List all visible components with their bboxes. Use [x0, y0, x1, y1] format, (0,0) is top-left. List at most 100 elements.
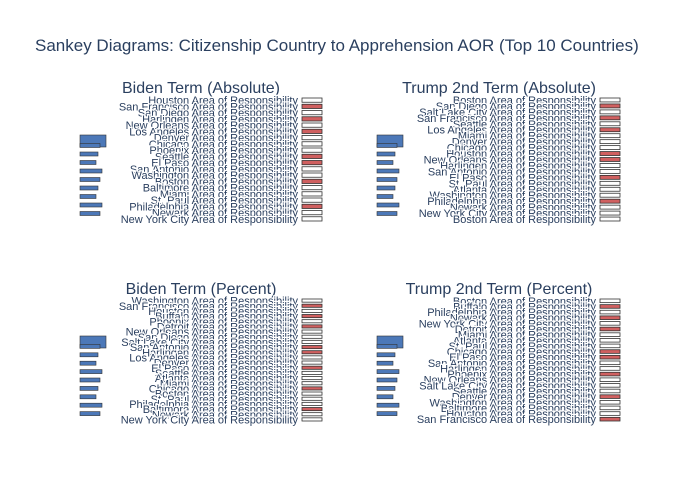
aor-node	[599, 366, 621, 371]
aor-label: Seattle Area of Responsibility	[155, 151, 299, 163]
aor-node	[599, 115, 621, 121]
aor-node	[301, 308, 323, 313]
aor-label: Atlanta Area of Responsibility	[453, 335, 597, 347]
aor-node	[301, 141, 323, 147]
aor-label: San Antonio Area of Responsibility	[428, 358, 597, 370]
flow-band	[495, 308, 497, 410]
source-node	[376, 160, 394, 165]
source-node	[79, 411, 101, 416]
aor-label: New York City Area of Responsibility	[121, 214, 299, 226]
aor-node	[599, 97, 621, 103]
aor-label: Chicago Area of Responsibility	[149, 139, 299, 151]
aor-label: San Diego Area of Responsibility	[436, 101, 597, 113]
aor-node	[301, 417, 323, 422]
aor-node	[301, 185, 323, 191]
source-node	[79, 185, 99, 191]
source-node	[376, 194, 394, 199]
aor-node	[301, 166, 323, 172]
aor-node	[301, 324, 323, 329]
aor-node	[301, 197, 323, 203]
aor-label: El Paso Area of Responsibility	[151, 363, 298, 375]
aor-label: Houston Area of Responsibility	[446, 409, 596, 421]
aor-node	[301, 345, 323, 350]
aor-node	[301, 172, 323, 178]
aor-label: Chicago Area of Responsibility	[447, 143, 597, 155]
flow-band	[198, 107, 200, 210]
aor-node	[301, 128, 323, 134]
source-node	[376, 344, 398, 349]
aor-label: New Orleans Area of Responsibility	[126, 327, 299, 339]
flow-band	[201, 99, 205, 218]
source-node	[376, 360, 394, 366]
aor-node	[599, 103, 621, 109]
aor-label: Newark Area of Responsibility	[450, 313, 597, 325]
aor-node	[301, 412, 323, 417]
figure-title: Sankey Diagrams: Citizenship Country to …	[35, 36, 639, 55]
aor-node	[599, 309, 621, 315]
aor-node	[599, 216, 621, 222]
aor-label: Philadelphia Area of Responsibility	[427, 307, 596, 319]
aor-label: Buffalo Area of Responsibility	[453, 301, 596, 313]
aor-node	[301, 103, 323, 109]
aor-label: El Paso Area of Responsibility	[449, 172, 596, 184]
aor-label: Miami Area of Responsibility	[160, 189, 299, 201]
aor-label: Boston Area of Responsibility	[453, 214, 597, 226]
aor-label: Los Angeles Area of Responsibility	[129, 126, 298, 138]
aor-label: New York City Area of Responsibility	[419, 208, 597, 220]
aor-node	[301, 110, 323, 116]
aor-node	[301, 339, 323, 344]
source-node	[376, 202, 400, 208]
aor-label: Atlanta Area of Responsibility	[155, 373, 299, 385]
aor-node	[599, 354, 621, 360]
panel-title: Biden Term (Absolute)	[122, 80, 280, 97]
aor-node	[599, 127, 621, 133]
aor-label: Harlingen Area of Responsibility	[142, 347, 298, 359]
aor-node	[599, 405, 621, 411]
aor-node	[301, 381, 323, 386]
source-node	[79, 352, 99, 358]
aor-node	[599, 139, 621, 145]
aor-node	[599, 151, 621, 156]
source-node	[79, 402, 103, 408]
aor-label: Washington Area of Responsibility	[429, 190, 596, 202]
aor-label: New Orleans Area of Responsibility	[424, 375, 597, 387]
source-node	[376, 411, 398, 416]
aor-label: Phoenix Area of Responsibility	[149, 316, 298, 328]
aor-label: Boston Area of Responsibility	[155, 176, 299, 188]
aor-node	[301, 298, 323, 303]
aor-label: Detroit Area of Responsibility	[157, 321, 299, 333]
aor-node	[301, 122, 323, 128]
aor-label: Boston Area of Responsibility	[155, 389, 299, 401]
aor-node	[599, 169, 621, 174]
source-node	[376, 143, 398, 148]
aor-label: Phoenix Area of Responsibility	[149, 145, 298, 157]
aor-node	[301, 355, 323, 360]
aor-node	[599, 332, 621, 337]
aor-node	[301, 334, 323, 339]
aor-node	[599, 298, 621, 304]
aor-label: Seattle Area of Responsibility	[453, 386, 597, 398]
aor-node	[599, 304, 621, 309]
aor-node	[301, 329, 323, 334]
aor-label: Baltimore Area of Responsibility	[441, 403, 597, 415]
source-node	[376, 377, 398, 383]
aor-label: Seattle Area of Responsibility	[453, 119, 597, 131]
aor-label: Washington Area of Responsibility	[429, 397, 596, 409]
aor-label: Buffalo Area of Responsibility	[155, 311, 298, 323]
aor-node	[301, 319, 323, 324]
flow-band	[498, 300, 502, 418]
sankey-panel: Biden Term (Absolute)Houston Area of Res…	[79, 80, 323, 227]
aor-node	[599, 121, 621, 127]
aor-node	[599, 321, 621, 326]
aor-label: Washington Area of Responsibility	[131, 296, 298, 308]
aor-label: Miami Area of Responsibility	[458, 330, 597, 342]
aor-label: Atlanta Area of Responsibility	[453, 184, 597, 196]
flow-band	[498, 99, 502, 218]
aor-label: Boston Area of Responsibility	[453, 95, 597, 107]
aor-label: San Francisco Area of Responsibility	[417, 414, 597, 426]
flow-band	[495, 107, 497, 210]
aor-node	[599, 145, 621, 150]
source-node	[376, 369, 400, 374]
aor-node	[301, 360, 323, 365]
source-node	[376, 402, 400, 408]
